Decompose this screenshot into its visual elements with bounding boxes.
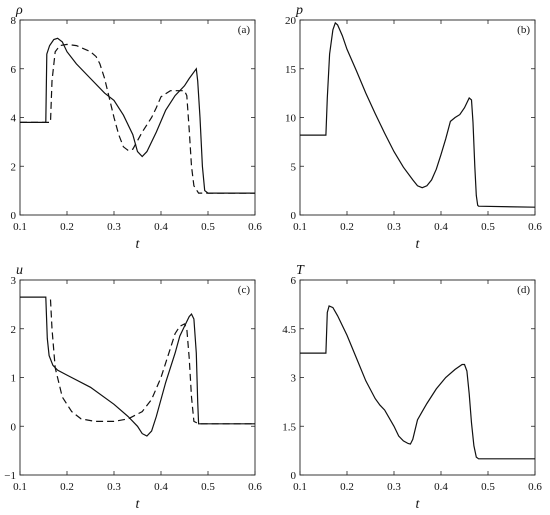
- y-axis-label: u: [16, 263, 23, 278]
- y-tick-label: 3: [291, 373, 297, 385]
- x-tick-label: 0.1: [13, 481, 27, 493]
- panel-label: (b): [517, 24, 530, 36]
- x-axis-label: t: [416, 497, 421, 512]
- plot-frame: [19, 19, 256, 216]
- x-tick-label: 0.6: [528, 221, 542, 233]
- x-tick-label: 0.4: [434, 221, 448, 233]
- x-tick-label: 0.4: [154, 481, 168, 493]
- x-tick-label: 0.3: [107, 481, 121, 493]
- series-dashed-line: [49, 299, 255, 425]
- plot-frame: [19, 279, 256, 476]
- y-tick-label: 0: [291, 470, 297, 482]
- y-tick-label: 1: [11, 373, 17, 385]
- panel-label: (c): [238, 284, 251, 296]
- x-tick-label: 0.2: [340, 221, 354, 233]
- panel-4: 0.1 0.2 0.3 0.4 0.5 0.6 0 1.5 3 4.5 6 (d) Tt: [282, 263, 542, 512]
- x-axis-label: t: [416, 237, 421, 252]
- x-tick-label: 0.3: [387, 481, 401, 493]
- x-tick-label: 0.2: [60, 221, 74, 233]
- y-tick-label: 4.5: [282, 324, 296, 336]
- x-tick-label: 0.6: [248, 481, 262, 493]
- x-tick-label: 0.2: [60, 481, 74, 493]
- panel-1: 0.1 0.2 0.3 0.4 0.5 0.6 0 2 4 6 8 (a) ρ t: [11, 3, 263, 252]
- x-axis-label: t: [136, 497, 141, 512]
- x-tick-label: 0.5: [201, 481, 215, 493]
- x-tick-label: 0.1: [293, 221, 307, 233]
- y-axis-label: p: [295, 3, 303, 18]
- y-tick-label: 6: [11, 64, 17, 76]
- y-tick-label: 3: [11, 275, 17, 287]
- y-tick-label: 8: [11, 15, 17, 27]
- y-tick-label: 20: [285, 15, 297, 27]
- panel-label: (d): [517, 284, 530, 296]
- series-dashed-line: [20, 43, 255, 194]
- x-axis-label: t: [136, 237, 141, 252]
- y-axis-label: ρ: [15, 3, 23, 18]
- y-axis-label: T: [296, 263, 305, 278]
- y-tick-label: 0: [11, 210, 17, 222]
- series-solid-line: [300, 305, 535, 460]
- x-tick-label: 0.1: [13, 221, 27, 233]
- y-tick-label: 0: [291, 210, 297, 222]
- x-tick-label: 0.5: [201, 221, 215, 233]
- x-tick-label: 0.3: [107, 221, 121, 233]
- x-tick-label: 0.5: [481, 481, 495, 493]
- x-tick-label: 0.1: [293, 481, 307, 493]
- y-tick-label: 2: [11, 324, 17, 336]
- x-tick-label: 0.2: [340, 481, 354, 493]
- series-solid-line: [20, 296, 255, 437]
- y-tick-label: 6: [291, 275, 297, 287]
- panel-label: (a): [238, 24, 251, 36]
- x-tick-label: 0.6: [248, 221, 262, 233]
- x-tick-label: 0.3: [387, 221, 401, 233]
- x-tick-label: 0.5: [481, 221, 495, 233]
- series-solid-line: [300, 21, 536, 208]
- series-solid-line: [20, 37, 255, 194]
- panel-3: 0.1 0.2 0.3 0.4 0.5 0.6 −1 0 1 2 3 (c) u t: [4, 263, 262, 512]
- x-tick-label: 0.4: [434, 481, 448, 493]
- plot-frame: [299, 279, 536, 476]
- y-tick-label: −1: [4, 470, 16, 482]
- y-tick-label: 0: [11, 421, 17, 433]
- y-tick-label: 4: [11, 113, 17, 125]
- y-tick-label: 5: [291, 161, 297, 173]
- y-tick-label: 1.5: [282, 421, 296, 433]
- y-tick-label: 10: [285, 113, 297, 125]
- x-tick-label: 0.4: [154, 221, 168, 233]
- panel-2: 0.1 0.2 0.3 0.4 0.5 0.6 0 5 10 15 20 (b) p t: [285, 3, 542, 252]
- x-tick-label: 0.6: [528, 481, 542, 493]
- y-tick-label: 2: [11, 161, 17, 173]
- y-tick-label: 15: [285, 64, 297, 76]
